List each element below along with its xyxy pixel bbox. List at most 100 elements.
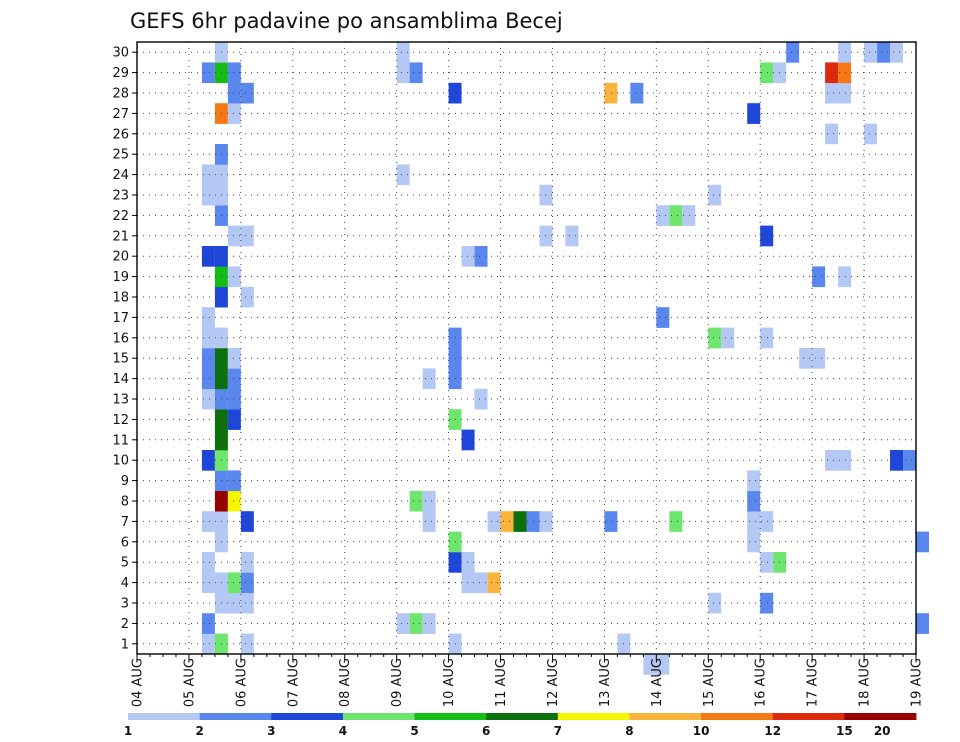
- colorbar-label: 2: [195, 724, 203, 738]
- y-tick-label: 16: [112, 331, 129, 346]
- precip-cell: [201, 327, 215, 349]
- precip-cell: [474, 572, 488, 594]
- y-tick-label: 27: [112, 107, 129, 122]
- precip-cell: [760, 327, 774, 349]
- x-tick-label: 04 AUG: [131, 658, 146, 707]
- colorbar-label: 7: [554, 724, 562, 738]
- colorbar-label: 6: [482, 724, 490, 738]
- precip-cell: [604, 82, 618, 104]
- precip-cell: [201, 368, 215, 390]
- y-tick-label: 6: [121, 535, 129, 550]
- colorbar-segment: [414, 713, 487, 720]
- colorbar-segment: [271, 713, 344, 720]
- precip-cell: [240, 511, 254, 532]
- precip-cell: [461, 572, 475, 594]
- y-tick-label: 18: [112, 291, 129, 306]
- y-tick-label: 20: [112, 250, 129, 265]
- precip-cell: [474, 388, 488, 410]
- x-tick-label: 19 AUG: [910, 658, 925, 707]
- y-tick-label: 4: [121, 576, 129, 591]
- precip-cell: [201, 388, 215, 410]
- y-tick-label: 25: [112, 148, 129, 163]
- precip-cell: [513, 511, 527, 532]
- precip-cell: [760, 511, 774, 532]
- x-tick-label: 06 AUG: [234, 658, 249, 707]
- colorbar-segment: [701, 713, 774, 720]
- x-tick-label: 18 AUG: [858, 658, 873, 707]
- precip-cell: [474, 246, 488, 267]
- precip-cell: [240, 572, 254, 594]
- precip-cell: [799, 348, 813, 369]
- precip-cell: [240, 82, 254, 104]
- precip-cell: [422, 511, 436, 532]
- x-tick-label: 14 AUG: [650, 658, 665, 707]
- y-tick-label: 19: [112, 270, 129, 285]
- precip-cell: [825, 82, 839, 104]
- precip-cell: [396, 42, 410, 63]
- precip-cell: [812, 266, 826, 288]
- colorbar-label: 3: [267, 724, 275, 738]
- x-tick-label: 08 AUG: [338, 658, 353, 707]
- y-tick-label: 3: [121, 597, 129, 612]
- precip-cell: [656, 205, 670, 226]
- y-tick-label: 2: [121, 617, 129, 632]
- y-tick-label: 9: [121, 474, 129, 489]
- y-tick-label: 21: [112, 229, 129, 244]
- precip-cell: [669, 511, 683, 532]
- precip-cell: [396, 62, 410, 84]
- precip-cell: [227, 592, 241, 614]
- precip-cell: [201, 633, 215, 655]
- precip-cell: [201, 184, 215, 206]
- y-tick-label: 14: [112, 372, 129, 387]
- precip-cell: [500, 511, 514, 532]
- precip-cell: [864, 42, 878, 63]
- precip-cell: [201, 348, 215, 369]
- precip-cell: [890, 450, 904, 471]
- x-tick-label: 12 AUG: [546, 658, 561, 707]
- y-tick-label: 15: [112, 352, 129, 367]
- colorbar-segment: [128, 713, 201, 720]
- precip-cell: [682, 205, 696, 226]
- x-tick-label: 13 AUG: [598, 658, 613, 707]
- precip-cell: [786, 42, 800, 63]
- precip-cell: [656, 654, 670, 675]
- precip-cell: [201, 511, 215, 532]
- colorbar-segment: [844, 713, 917, 720]
- precip-cell: [630, 82, 644, 104]
- precip-cell: [201, 450, 215, 471]
- precip-cell: [916, 531, 929, 553]
- precip-cell: [747, 511, 761, 532]
- x-tick-label: 05 AUG: [182, 658, 197, 707]
- precip-cell: [864, 123, 878, 145]
- precip-cell: [487, 511, 501, 532]
- precip-cell: [760, 592, 774, 614]
- x-tick-label: 16 AUG: [754, 658, 769, 707]
- y-tick-label: 29: [112, 66, 129, 81]
- y-tick-label: 5: [121, 556, 129, 571]
- precip-cell: [422, 490, 436, 512]
- precip-cell: [812, 348, 826, 369]
- precip-cell: [227, 572, 241, 594]
- x-tick-label: 07 AUG: [286, 658, 301, 707]
- precip-cell: [825, 62, 839, 84]
- precip-cell: [227, 266, 241, 288]
- colorbar: 1 2 3 4 5 6 7 8 10 12 15 20: [124, 713, 917, 738]
- precip-cell: [227, 348, 241, 369]
- precip-cell: [201, 613, 215, 634]
- precip-cell: [227, 409, 241, 430]
- precip-cell: [643, 654, 657, 675]
- colorbar-label: 4: [339, 724, 347, 738]
- precip-cell: [565, 225, 579, 247]
- y-tick-label: 1: [121, 637, 129, 652]
- y-tick-label: 24: [112, 168, 129, 183]
- precip-cell: [708, 327, 722, 349]
- precip-cell: [227, 470, 241, 492]
- precip-cell: [201, 62, 215, 84]
- precip-cell: [461, 552, 475, 573]
- gridlines: [137, 42, 916, 654]
- precip-cell: [760, 62, 774, 84]
- precip-cell: [227, 62, 241, 84]
- y-tick-label: 8: [121, 495, 129, 510]
- precip-cell: [708, 184, 722, 206]
- y-tick-label: 30: [112, 46, 129, 61]
